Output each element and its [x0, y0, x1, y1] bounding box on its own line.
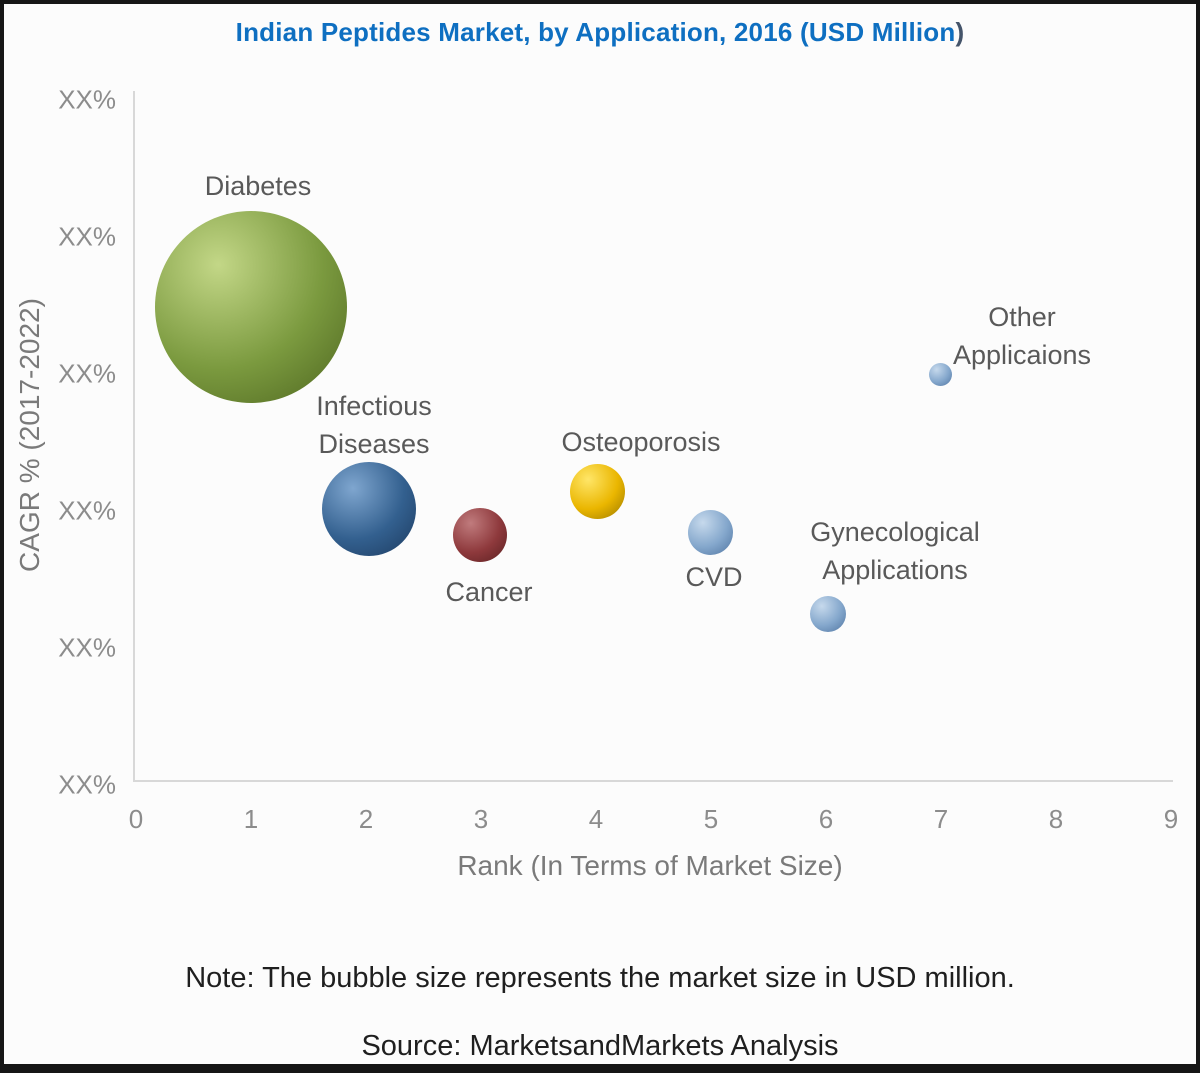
- bubble-label-gynecological-applications: Gynecological Applications: [810, 517, 980, 585]
- x-tick-label: 8: [1048, 804, 1064, 834]
- bubble-diabetes: [155, 211, 347, 403]
- bubble-label-osteoporosis: Osteoporosis: [561, 427, 721, 457]
- y-tick-label: XX%: [58, 221, 116, 252]
- bubble-label-cvd: CVD: [685, 562, 743, 592]
- chart-title-paren: ): [955, 17, 965, 47]
- bubble-label-other-applications: Other Applicaions: [952, 302, 1092, 370]
- x-tick-label: 5: [703, 804, 719, 834]
- note-text: Note: The bubble size represents the mar…: [185, 962, 1015, 994]
- x-tick-label: 3: [473, 804, 489, 834]
- y-tick-label: XX%: [58, 632, 116, 663]
- y-tick-label: XX%: [58, 769, 116, 800]
- x-axis-line: [133, 780, 1173, 782]
- chart-title: Indian Peptides Market, by Application, …: [4, 17, 1196, 48]
- x-tick-label: 9: [1163, 804, 1179, 834]
- bubble-cancer: [453, 508, 507, 562]
- y-axis-line: [133, 91, 135, 782]
- bubble-label-infectious-diseases: Infectious Diseases: [316, 391, 432, 459]
- bubble-label-diabetes: Diabetes: [204, 171, 312, 201]
- bubble-cvd: [687, 509, 733, 555]
- x-tick-label: 7: [933, 804, 949, 834]
- bubble-osteoporosis: [569, 463, 625, 519]
- y-axis-title: CAGR % (2017-2022): [14, 298, 45, 572]
- x-tick-label: 0: [128, 804, 144, 834]
- x-axis-title: Rank (In Terms of Market Size): [457, 850, 843, 881]
- x-tick-label: 1: [243, 804, 259, 834]
- source-text: Source: MarketsandMarkets Analysis: [361, 1030, 839, 1062]
- bubble-infectious-diseases: [322, 462, 416, 556]
- bubble-other-applications: [928, 362, 952, 386]
- bubble-label-cancer: Cancer: [445, 577, 533, 607]
- chart-title-text: Indian Peptides Market, by Application, …: [235, 17, 956, 47]
- x-tick-label: 6: [818, 804, 834, 834]
- y-tick-label: XX%: [58, 84, 116, 115]
- bubble-gynecological-applications: [810, 596, 846, 632]
- y-tick-label: XX%: [58, 495, 116, 526]
- x-tick-label: 4: [588, 804, 604, 834]
- y-tick-label: XX%: [58, 358, 116, 389]
- x-tick-label: 2: [358, 804, 374, 834]
